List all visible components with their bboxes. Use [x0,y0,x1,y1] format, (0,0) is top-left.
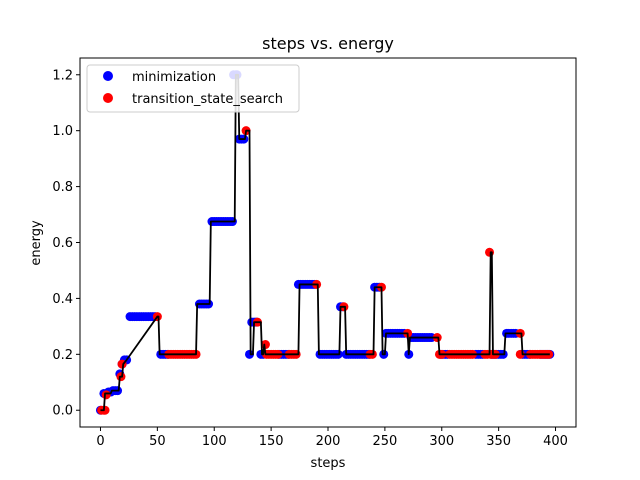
series-transition-state-search [97,126,554,415]
y-tick-label: 0.6 [52,236,73,251]
x-tick-label: 300 [429,434,454,449]
chart-title: steps vs. energy [262,34,394,53]
x-tick-label: 250 [372,434,397,449]
y-axis-label: energy [29,220,44,266]
y-axis-ticks: 0.0 0.2 0.4 0.6 0.8 1.0 1.2 [52,68,80,419]
legend-box [86,64,300,113]
data-point-minimization [245,349,254,359]
y-tick-label: 1.2 [52,68,73,83]
x-tick-label: 400 [543,434,568,449]
x-axis-label: steps [311,456,346,471]
x-tick-label: 100 [202,434,227,449]
legend-marker-transition-state-search [103,93,113,103]
y-tick-label: 0.2 [52,348,73,363]
data-point-transition-state-search [101,390,111,400]
legend-label-minimization: minimization [132,70,216,85]
x-tick-label: 150 [259,434,284,449]
y-tick-label: 0.0 [52,404,73,419]
y-tick-label: 1.0 [52,124,73,139]
energy-path-line [100,73,550,412]
plot-frame [79,57,577,428]
x-tick-label: 50 [149,434,166,449]
legend-label-transition-state-search: transition_state_search [132,92,283,107]
y-tick-label: 0.8 [52,180,73,195]
legend-marker-minimization [103,71,113,81]
x-axis-ticks: 0 50 100 150 200 250 300 350 400 [96,427,568,449]
legend: minimization transition_state_search [86,64,300,113]
data-point-transition-state-search [100,405,110,415]
y-tick-label: 0.4 [52,292,73,307]
x-tick-label: 200 [316,434,341,449]
x-tick-label: 350 [486,434,511,449]
x-tick-label: 0 [96,434,104,449]
